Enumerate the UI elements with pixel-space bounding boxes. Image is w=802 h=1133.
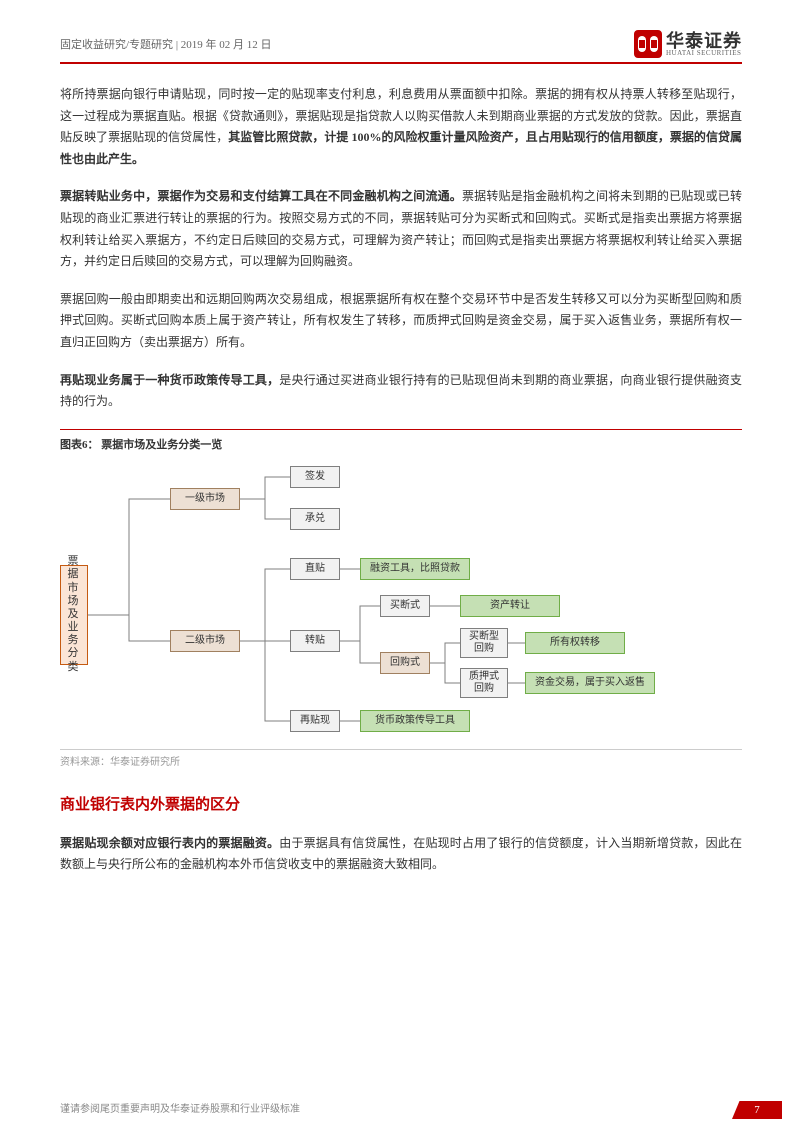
- section-heading: 商业银行表内外票据的区分: [60, 792, 742, 819]
- flowchart: 票 据 市 场 及 业 务 分 类 一级市场 签发承兑二级市场 直贴融资工具，比照贷款…: [60, 460, 742, 750]
- header-divider: [60, 62, 742, 64]
- header-breadcrumb: 固定收益研究/专题研究 | 2019 年 02 月 12 日: [60, 36, 272, 52]
- p5-bold: 票据贴现余额对应银行表内的票据融资。: [60, 836, 279, 850]
- node-erji: 二级市场: [170, 630, 240, 652]
- paragraph-5: 票据贴现余额对应银行表内的票据融资。由于票据具有信贷属性，在贴现时占用了银行的信…: [60, 833, 742, 876]
- node-maiduan_hg_note: 所有权转移: [525, 632, 625, 654]
- node-qianfa: 签发: [290, 466, 340, 488]
- node-maiduan: 买断式: [380, 595, 430, 617]
- node-zhiya_hg_note: 资金交易，属于买入返售: [525, 672, 655, 694]
- logo: 华泰证券 HUATAI SECURITIES: [634, 30, 742, 58]
- page-footer: 谨请参阅尾页重要声明及华泰证券股票和行业评级标准 7: [60, 1100, 762, 1115]
- logo-cn: 华泰证券: [666, 32, 742, 50]
- body-content: 将所持票据向银行申请贴现，同时按一定的贴现率支付利息，利息费用从票面额中扣除。票…: [60, 84, 742, 876]
- paragraph-2: 票据转贴业务中，票据作为交易和支付结算工具在不同金融机构之间流通。票据转贴是指金…: [60, 186, 742, 272]
- figure-title-divider: [60, 429, 742, 430]
- node-yiji: 一级市场: [170, 488, 240, 510]
- figure-6: 图表6： 票据市场及业务分类一览 票 据 市 场 及 业 务 分 类 一级市场 签发…: [60, 429, 742, 772]
- node-zaitie_note: 货币政策传导工具: [360, 710, 470, 732]
- paragraph-1: 将所持票据向银行申请贴现，同时按一定的贴现率支付利息，利息费用从票面额中扣除。票…: [60, 84, 742, 170]
- p2-bold: 票据转贴业务中，票据作为交易和支付结算工具在不同金融机构之间流通。: [60, 189, 462, 203]
- paragraph-4: 再贴现业务属于一种货币政策传导工具，是央行通过买进商业银行持有的已贴现但尚未到期…: [60, 370, 742, 413]
- node-maiduan_note: 资产转让: [460, 595, 560, 617]
- node-maiduan_hg: 买断型 回购: [460, 628, 508, 658]
- header-date: | 2019 年 02 月 12 日: [176, 39, 272, 51]
- page-number: 7: [732, 1101, 782, 1119]
- node-root: 票 据 市 场 及 业 务 分 类: [60, 565, 88, 665]
- page-header: 固定收益研究/专题研究 | 2019 年 02 月 12 日 华泰证券 HUAT…: [60, 30, 742, 58]
- node-zhiya_hg: 质押式 回购: [460, 668, 508, 698]
- node-huigou: 回购式: [380, 652, 430, 674]
- figure-title: 图表6： 票据市场及业务分类一览: [60, 432, 742, 460]
- flowchart-connectors: [60, 460, 680, 750]
- p4-bold: 再贴现业务属于一种货币政策传导工具，: [60, 373, 279, 387]
- node-zaitie: 再贴现: [290, 710, 340, 732]
- footer-disclaimer: 谨请参阅尾页重要声明及华泰证券股票和行业评级标准: [60, 1100, 300, 1115]
- figure-source: 资料来源：华泰证券研究所: [60, 754, 742, 772]
- paragraph-3: 票据回购一般由即期卖出和远期回购两次交易组成，根据票据所有权在整个交易环节中是否…: [60, 289, 742, 354]
- node-chengdui: 承兑: [290, 508, 340, 530]
- logo-text: 华泰证券 HUATAI SECURITIES: [666, 32, 742, 57]
- node-zhitie: 直贴: [290, 558, 340, 580]
- breadcrumb-text: 固定收益研究/专题研究: [60, 39, 173, 51]
- logo-en: HUATAI SECURITIES: [666, 50, 742, 57]
- huatai-logo-icon: [634, 30, 662, 58]
- p3-text: 票据回购一般由即期卖出和远期回购两次交易组成，根据票据所有权在整个交易环节中是否…: [60, 292, 742, 349]
- node-zhitie_note: 融资工具，比照贷款: [360, 558, 470, 580]
- node-zhuantie: 转贴: [290, 630, 340, 652]
